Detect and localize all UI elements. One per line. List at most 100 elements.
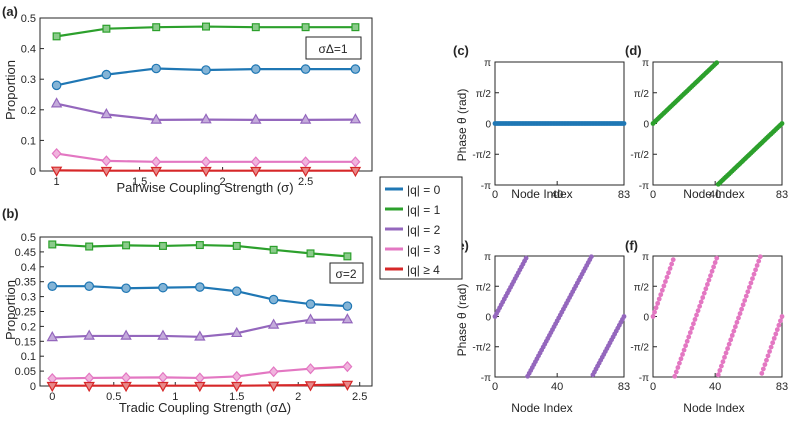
phase-point-f xyxy=(728,337,734,343)
phase-point-f xyxy=(734,319,740,325)
phase-point-f xyxy=(680,352,685,357)
chart-d: ππ/20-π/2-π0 40 83 xyxy=(630,58,788,201)
phase-point-c xyxy=(621,121,627,126)
phase-point-f xyxy=(725,346,731,351)
phase-point-f xyxy=(684,338,690,344)
phase-point-f xyxy=(737,311,743,316)
chart-f: ππ/20-π/2-π0 40 83 xyxy=(630,252,788,393)
ytick-label-e: -π/2 xyxy=(472,343,491,354)
legend: |q| = 0 |q| = 1 |q| = 2 |q| = 3 |q| ≥ 4 xyxy=(379,176,463,280)
annotation-a: σΔ=1 xyxy=(305,36,362,60)
data-point-a xyxy=(200,156,212,168)
phase-point-f xyxy=(720,359,726,365)
data-point-a xyxy=(51,80,62,91)
phase-point-f xyxy=(670,257,676,263)
phase-point-f xyxy=(778,318,783,324)
phase-point-f xyxy=(700,295,706,300)
phase-point-d xyxy=(779,121,785,126)
data-point-a xyxy=(100,107,113,119)
phase-point-f xyxy=(723,350,729,356)
phase-point-f xyxy=(673,369,679,375)
panel-label-b: (b) xyxy=(2,206,19,221)
phase-point-f xyxy=(689,325,695,331)
phase-point-f xyxy=(709,268,715,274)
data-point-b xyxy=(231,286,242,297)
phase-point-e xyxy=(621,314,627,319)
phase-point-f xyxy=(706,277,712,283)
data-point-b xyxy=(343,252,352,261)
data-point-a xyxy=(100,166,113,178)
data-point-a xyxy=(250,156,261,168)
ytick-label-d: -π/2 xyxy=(630,150,649,161)
panel-label-f: (f) xyxy=(625,238,638,253)
phase-point-f xyxy=(743,293,749,299)
phase-point-f xyxy=(659,287,665,293)
phase-point-f xyxy=(756,258,762,264)
data-point-a xyxy=(200,113,212,124)
data-point-b xyxy=(85,242,94,251)
phase-point-f xyxy=(655,300,661,306)
phase-point-f xyxy=(750,276,755,281)
phase-point-e xyxy=(523,255,529,261)
phase-point-f xyxy=(760,366,766,372)
data-point-a xyxy=(250,113,262,124)
plot-frame-d xyxy=(652,61,783,186)
phase-point-f xyxy=(740,302,746,308)
xtick-label-b: 2 xyxy=(295,391,301,403)
data-point-b xyxy=(267,318,280,329)
ytick-label-a: 0.1 xyxy=(21,135,36,147)
ytick-label-d: π/2 xyxy=(634,89,650,100)
phase-point-f xyxy=(677,360,682,366)
data-point-b xyxy=(194,330,206,341)
phase-point-f xyxy=(729,333,735,338)
phase-point-f xyxy=(661,283,667,289)
ytick-label-d: π xyxy=(642,58,649,69)
ytick-label-b: 0.4 xyxy=(21,262,36,274)
phase-point-f xyxy=(717,368,723,373)
ytick-label-b: 0 xyxy=(30,381,36,393)
xtick-label-c: 0 xyxy=(492,189,498,201)
data-point-b xyxy=(268,294,279,305)
ytick-label-b: 0.5 xyxy=(21,232,36,244)
xlabel-e: Node Index xyxy=(511,401,572,415)
data-point-b xyxy=(157,381,169,393)
phase-point-e xyxy=(588,254,594,260)
phase-point-f xyxy=(698,299,704,305)
phase-point-f xyxy=(722,354,727,360)
phase-point-f xyxy=(664,274,670,280)
data-point-a xyxy=(151,63,161,74)
data-point-b xyxy=(84,372,95,384)
phase-point-f xyxy=(754,263,760,268)
xlabel-f: Node Index xyxy=(683,401,744,415)
ytick-label-a: 0 xyxy=(30,166,36,178)
data-point-b xyxy=(157,329,169,340)
data-point-b xyxy=(194,381,206,393)
data-point-a xyxy=(299,113,312,124)
data-point-b xyxy=(46,381,59,393)
panel-label-d: (d) xyxy=(625,43,642,58)
phase-point-f xyxy=(703,286,709,292)
legend-entry-0: |q| = 0 xyxy=(407,183,441,197)
ytick-label-b: 0.35 xyxy=(15,277,36,289)
data-point-b xyxy=(268,366,279,378)
data-point-a xyxy=(299,166,312,178)
phase-point-f xyxy=(667,265,673,271)
ytick-label-a: 0.5 xyxy=(21,13,36,25)
xlabel-c: Node Index xyxy=(511,187,572,201)
data-point-b xyxy=(231,326,243,338)
phase-point-f xyxy=(653,305,659,311)
phase-point-f xyxy=(650,314,656,319)
xtick-label-b: 2.5 xyxy=(352,391,367,403)
data-point-b xyxy=(120,381,132,393)
phase-point-f xyxy=(748,280,754,286)
data-point-b xyxy=(342,361,353,373)
ytick-label-f: -π xyxy=(639,373,649,384)
data-point-a xyxy=(251,23,260,32)
ytick-label-b: 0.45 xyxy=(15,247,36,259)
data-point-b xyxy=(305,363,316,375)
data-point-b xyxy=(157,371,168,383)
data-point-a xyxy=(251,64,261,74)
data-point-a xyxy=(350,64,361,74)
phase-point-f xyxy=(773,331,779,337)
xtick-label-f: 83 xyxy=(776,381,788,393)
